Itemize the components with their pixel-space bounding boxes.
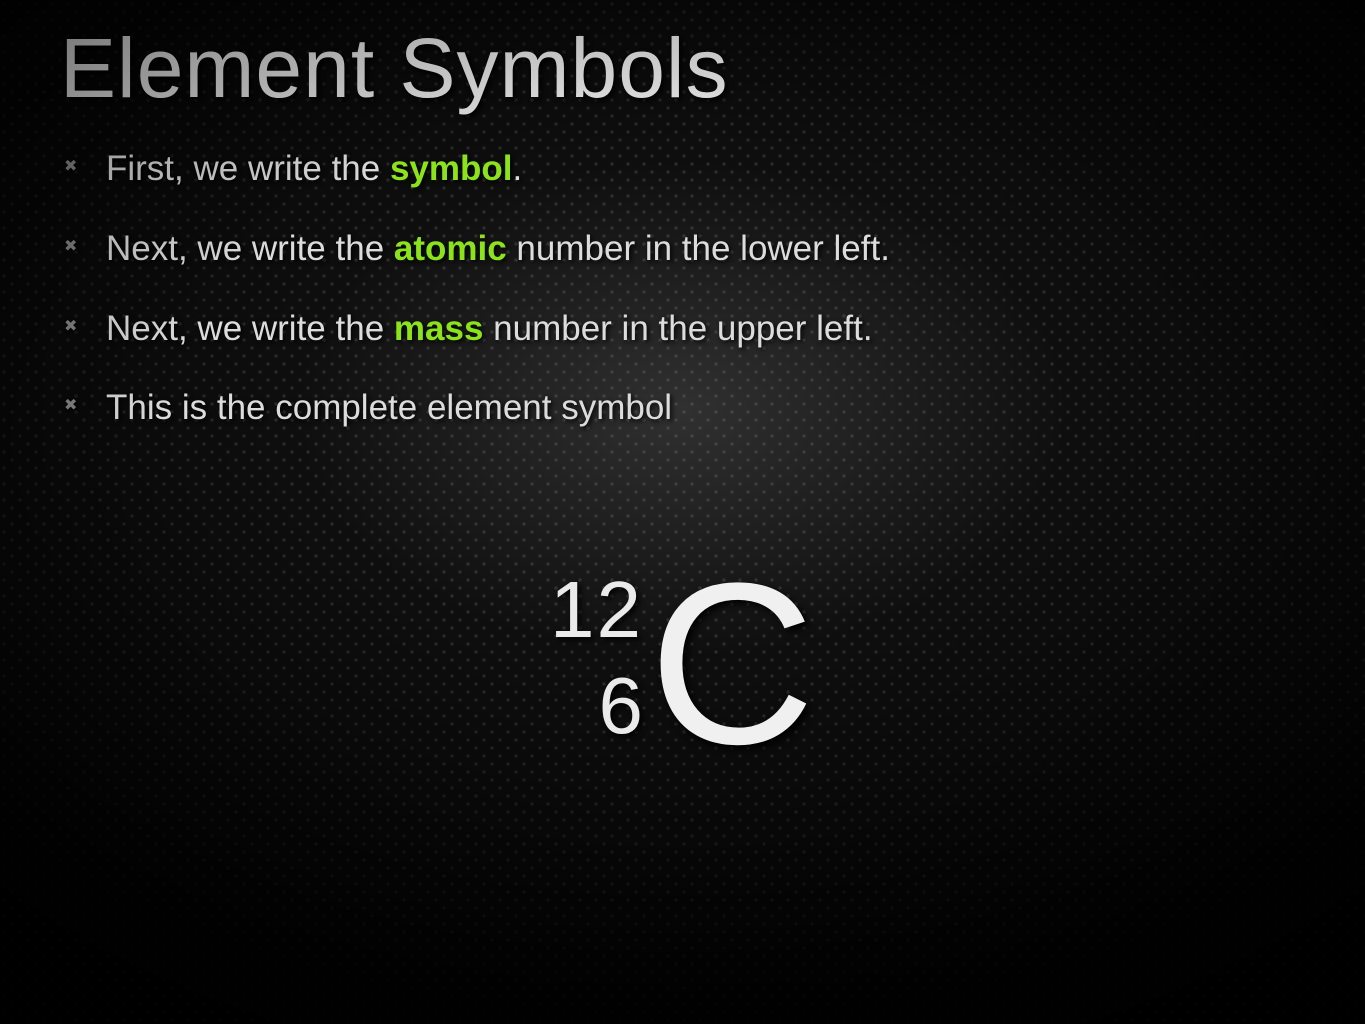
bullet-list: First, we write the symbol. Next, we wri… [60,147,1305,430]
bullet-text-pre: First, we write the [106,149,390,188]
bullet-keyword: atomic [394,229,507,268]
isotope-notation: 12 6 C [550,560,815,756]
element-symbol: C [649,566,815,762]
bullet-text-post: number in the upper left. [483,309,872,348]
bullet-keyword: symbol [390,149,513,188]
mass-number: 12 [550,574,643,646]
bullet-keyword: mass [394,309,484,348]
bullet-item: Next, we write the atomic number in the … [60,227,1305,271]
slide-content: Element Symbols First, we write the symb… [0,0,1365,1024]
element-symbol-block: 12 6 C [0,560,1365,756]
slide-title: Element Symbols [60,20,1305,117]
bullet-text-post: number in the lower left. [507,229,890,268]
bullet-item: Next, we write the mass number in the up… [60,307,1305,351]
bullet-item: First, we write the symbol. [60,147,1305,191]
bullet-item: This is the complete element symbol [60,386,1305,430]
bullet-text-pre: Next, we write the [106,309,394,348]
atomic-number: 6 [598,670,643,742]
bullet-text-pre: Next, we write the [106,229,394,268]
bullet-text-post: . [513,149,523,188]
isotope-numbers: 12 6 [550,574,643,742]
bullet-text-pre: This is the complete element symbol [106,388,672,427]
